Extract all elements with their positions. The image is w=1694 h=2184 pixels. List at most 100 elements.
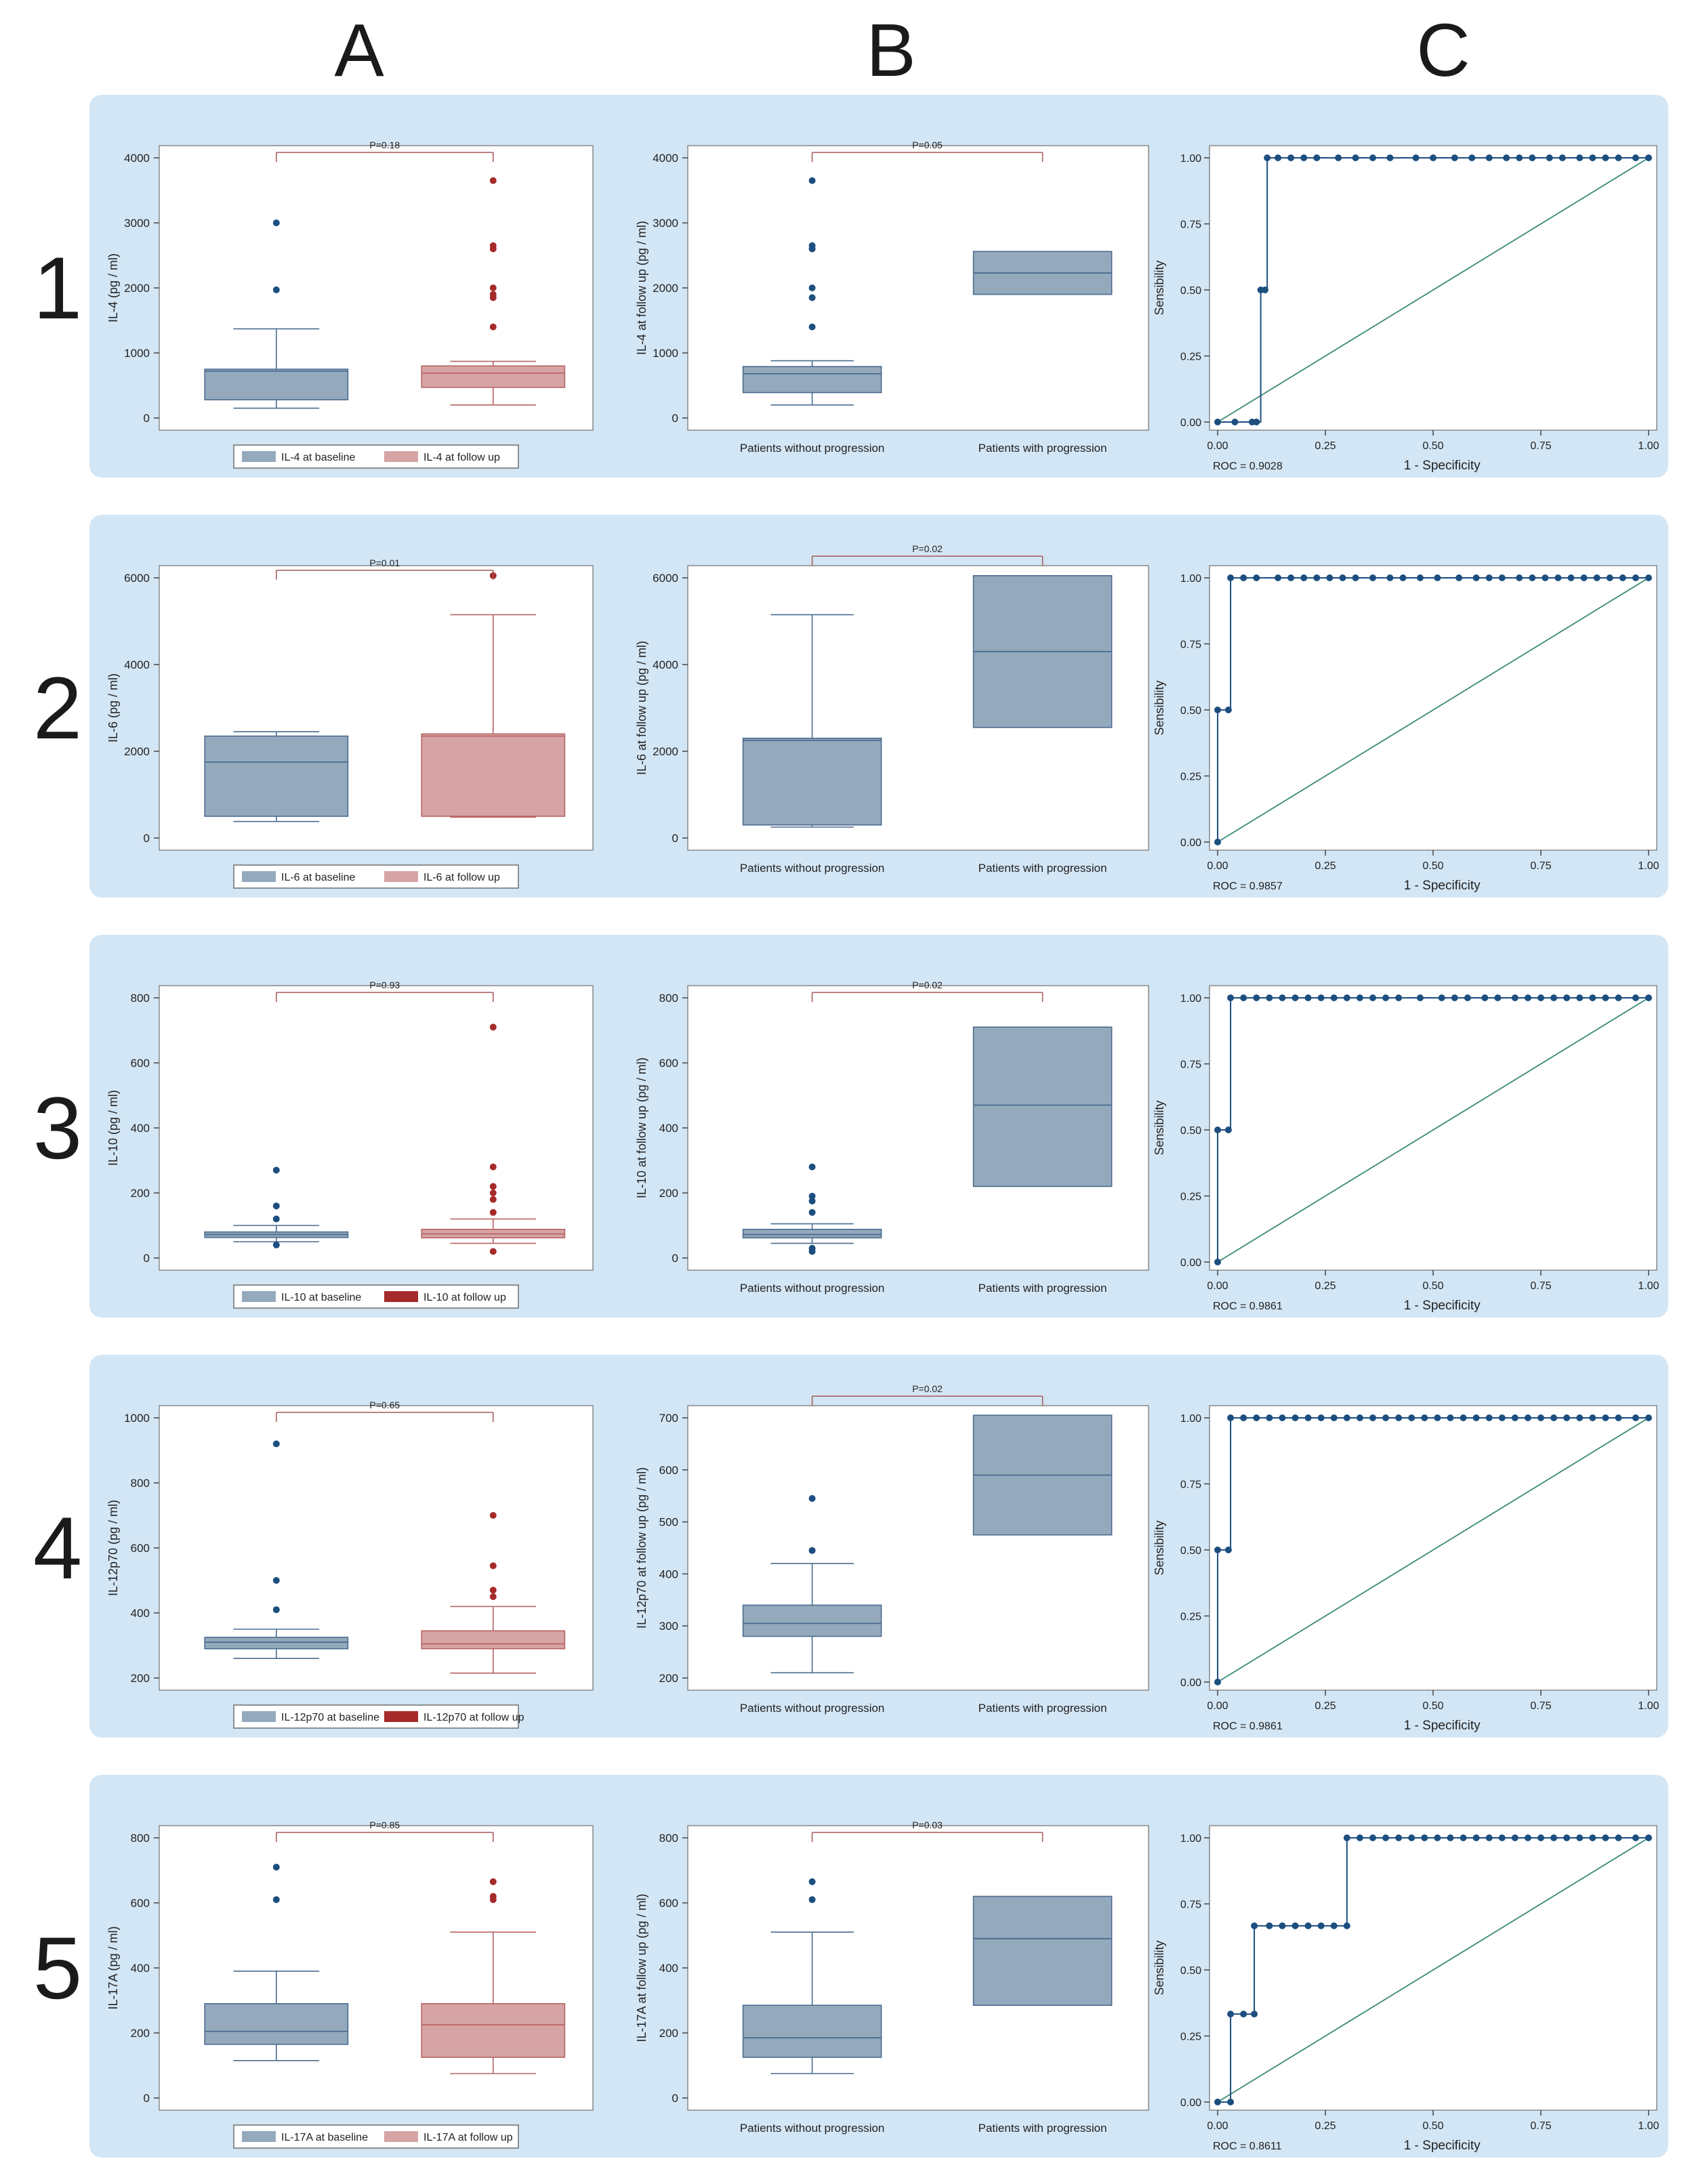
outlier-point [808, 177, 816, 184]
box-panel-1A: 0 1000 2000 3000 4000 IL-4 (pg / ml) P=0.18 IL-… [106, 140, 594, 469]
x-tick-label: 1.00 [1638, 2120, 1659, 2132]
y-axis-label: IL-10 at follow up (pg / ml) [635, 1057, 648, 1198]
roc-point [1602, 994, 1609, 1001]
outlier-point [808, 1878, 816, 1885]
roc-point [1335, 154, 1342, 161]
row-label-1: 1 [33, 238, 83, 337]
outlier-point [808, 1163, 816, 1171]
outlier-point [489, 323, 497, 331]
roc-point [1434, 1414, 1441, 1421]
roc-point [1632, 1834, 1639, 1841]
box [204, 1637, 349, 1650]
y-tick-label: 1000 [124, 1412, 150, 1425]
roc-point [1593, 574, 1600, 581]
roc-point [1632, 994, 1639, 1001]
roc-point [1485, 154, 1493, 161]
outlier-point [272, 1241, 280, 1248]
outlier-point [489, 285, 497, 291]
roc-point [1632, 154, 1639, 161]
x-tick-label: 0.50 [1422, 440, 1443, 452]
outlier-point [489, 1190, 497, 1196]
outlier-point [808, 1896, 816, 1904]
x-category-label: Patients without progression [740, 2122, 885, 2135]
roc-point [1227, 2011, 1235, 2018]
roc-point [1563, 1414, 1571, 1421]
roc-auc-label: ROC = 0.9857 [1213, 881, 1283, 892]
roc-point [1275, 154, 1282, 161]
y-tick-label: 600 [659, 1464, 678, 1477]
legend-label-baseline: IL-6 at baseline [281, 872, 356, 883]
plot-area [1209, 565, 1657, 851]
row-label-3: 3 [33, 1078, 83, 1177]
legend-swatch-follow [384, 451, 418, 462]
y-tick-label: 4000 [653, 152, 678, 165]
outlier-point [489, 1248, 497, 1255]
roc-point [1408, 1834, 1416, 1841]
roc-point [1563, 1834, 1571, 1841]
y-tick-label: 6000 [124, 572, 150, 585]
roc-point [1632, 1414, 1639, 1421]
outlier-point [489, 1163, 497, 1171]
roc-point [1550, 1414, 1558, 1421]
y-tick-label: 0.75 [1180, 1059, 1201, 1071]
x-category-label: Patients without progression [740, 1282, 885, 1295]
roc-point [1645, 574, 1652, 581]
outlier-point [808, 1209, 816, 1216]
outlier-point [489, 1593, 497, 1600]
y-tick-label: 3000 [653, 217, 678, 230]
roc-point [1602, 1414, 1609, 1421]
outlier-point [272, 1864, 280, 1871]
y-tick-label: 300 [659, 1620, 678, 1633]
outlier-point [808, 1192, 816, 1200]
y-tick-label: 0 [144, 1252, 150, 1265]
roc-point [1412, 154, 1420, 161]
outlier-point [808, 1244, 816, 1252]
y-tick-label: 200 [131, 1187, 150, 1200]
roc-point [1451, 994, 1458, 1001]
roc-point [1317, 1414, 1325, 1421]
y-tick-label: 1.00 [1180, 153, 1201, 165]
box-panel-3B: 0 200 400 600 800 IL-10 at follow up (pg / ml… [635, 980, 1149, 1295]
roc-point [1326, 574, 1334, 581]
roc-point [1576, 154, 1584, 161]
outlier-point [272, 1896, 280, 1904]
y-axis-label: IL-17A (pg / ml) [106, 1926, 120, 2009]
outlier-point [489, 1587, 497, 1594]
legend-box [233, 444, 519, 469]
outlier-point [272, 1606, 280, 1614]
roc-point [1554, 574, 1562, 581]
y-tick-label: 200 [131, 2027, 150, 2040]
x-axis-label: 1 - Specificity [1404, 1299, 1481, 1313]
roc-point [1292, 994, 1299, 1001]
y-tick-label: 0.00 [1180, 1257, 1201, 1269]
x-tick-label: 0.75 [1530, 1280, 1551, 1292]
roc-point [1516, 154, 1523, 161]
x-tick-label: 0.25 [1315, 440, 1336, 452]
roc-point [1300, 154, 1308, 161]
box [742, 1604, 882, 1637]
roc-point [1266, 994, 1273, 1001]
y-tick-label: 1000 [653, 347, 678, 360]
roc-point [1494, 994, 1502, 1001]
roc-point [1304, 994, 1312, 1001]
box-panel-4B: 200 300 400 500 600 700 IL-12p70 at follow up … [635, 1383, 1149, 1715]
box [421, 1630, 566, 1650]
roc-point [1369, 1414, 1376, 1421]
roc-point [1645, 994, 1652, 1001]
roc-point [1567, 574, 1575, 581]
roc-point [1434, 574, 1441, 581]
roc-point [1253, 994, 1260, 1001]
outlier-point [489, 1183, 497, 1190]
roc-point [1395, 1834, 1403, 1841]
legend-label-follow: IL-17A at follow up [424, 2132, 513, 2143]
roc-point [1214, 1127, 1221, 1133]
y-tick-label: 0.75 [1180, 1479, 1201, 1491]
roc-point [1589, 994, 1596, 1001]
x-tick-label: 0.50 [1422, 1280, 1443, 1292]
y-tick-label: 0.00 [1180, 837, 1201, 849]
roc-point [1485, 1414, 1493, 1421]
x-category-label: Patients without progression [740, 442, 885, 455]
y-tick-label: 0 [144, 832, 150, 845]
roc-point [1264, 154, 1271, 161]
roc-point [1576, 994, 1584, 1001]
